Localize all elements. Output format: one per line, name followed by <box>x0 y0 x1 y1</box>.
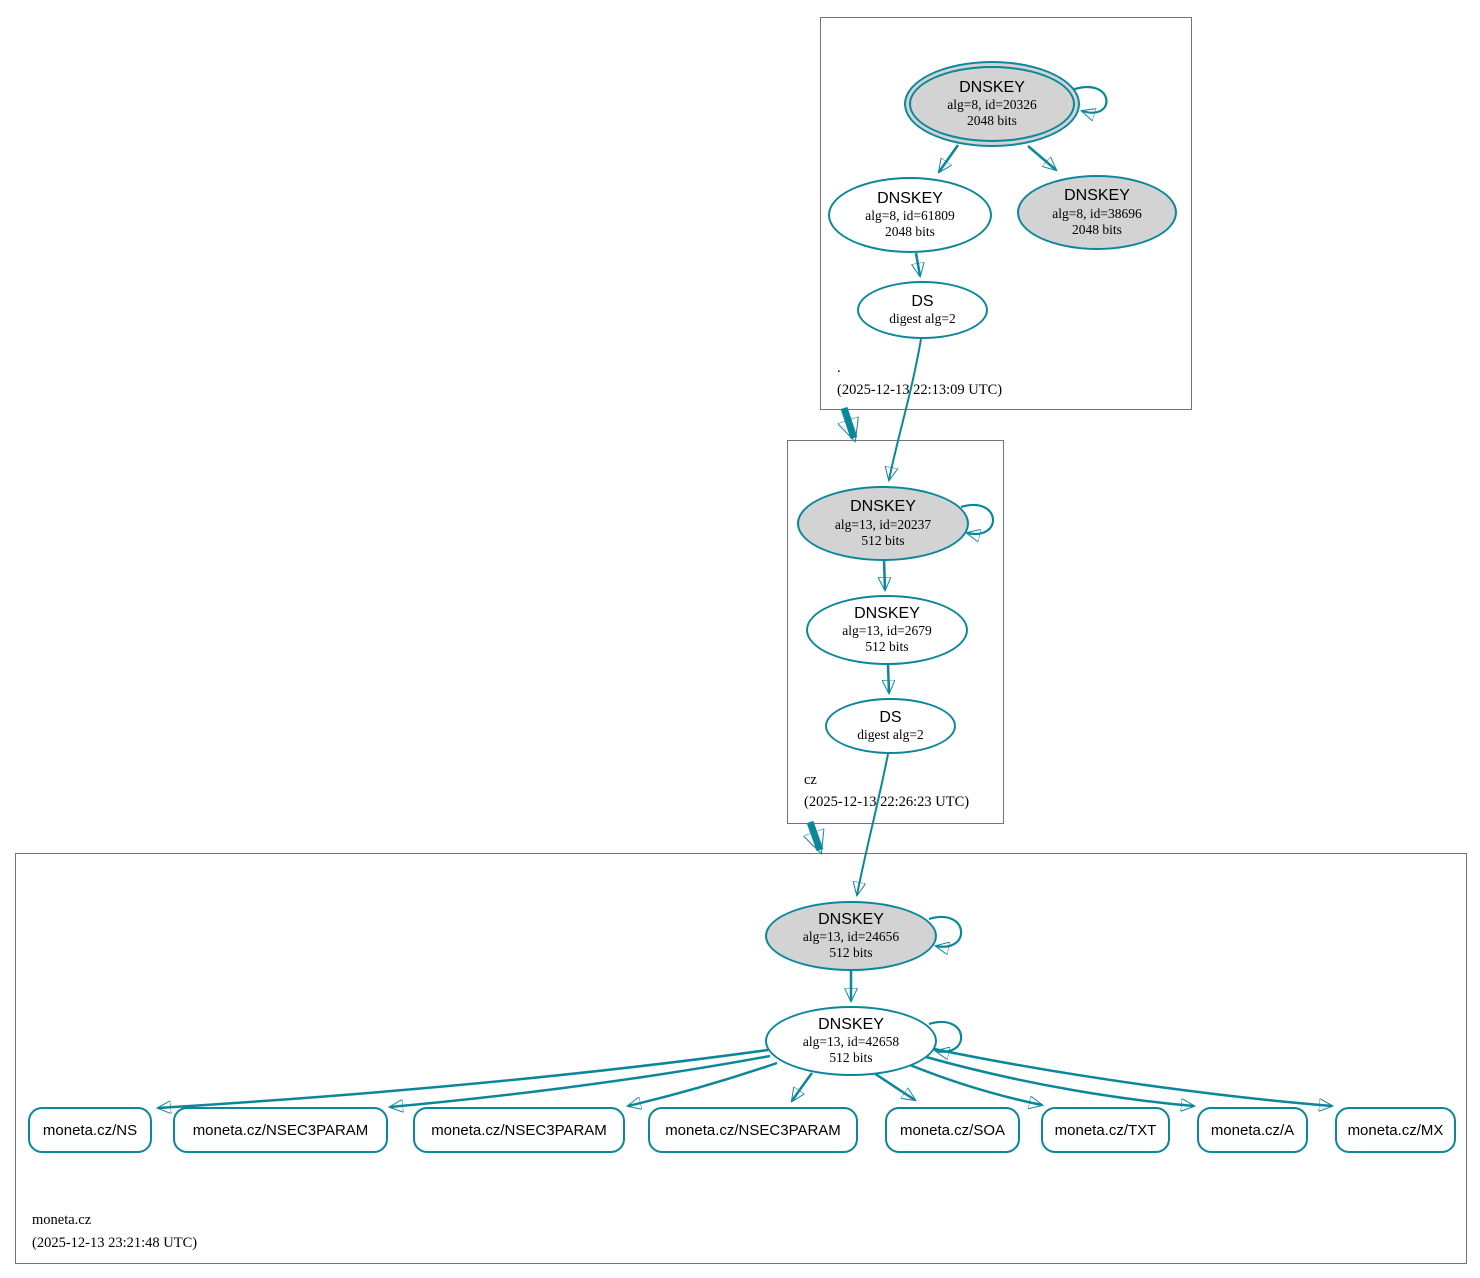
edge-group <box>158 86 1332 1108</box>
rrset-moneta-txt[interactable]: moneta.cz/TXT <box>1041 1107 1170 1153</box>
edge-delegation-root-to-cz <box>844 406 854 438</box>
zone-timestamp-root: (2025-12-13 22:13:09 UTC) <box>837 382 1003 398</box>
node-detail: digest alg=2 <box>857 727 924 743</box>
node-dnskey-moneta-ksk[interactable]: DNSKEY alg=13, id=24656 512 bits <box>765 901 937 971</box>
node-title: DNSKEY <box>877 189 943 207</box>
node-bits: 512 bits <box>829 945 873 961</box>
zone-label-moneta-cz: moneta.cz <box>32 1212 92 1228</box>
node-title: DNSKEY <box>1064 187 1130 205</box>
edge-zsk-to-nsec3param-2 <box>628 1061 778 1106</box>
rrset-moneta-ns[interactable]: moneta.cz/NS <box>28 1107 152 1153</box>
rrset-moneta-soa[interactable]: moneta.cz/SOA <box>885 1107 1020 1153</box>
node-title: DNSKEY <box>854 604 920 622</box>
edge-zsk-to-nsec3param-1 <box>390 1054 771 1107</box>
node-title: DNSKEY <box>818 1015 884 1033</box>
zone-label-root: . <box>837 360 841 376</box>
node-dnskey-root-standby[interactable]: DNSKEY alg=8, id=38696 2048 bits <box>1017 175 1177 250</box>
node-detail: alg=8, id=38696 <box>1052 205 1142 221</box>
node-ds-root[interactable]: DS digest alg=2 <box>857 281 988 339</box>
edge-zsk-to-ns <box>158 1048 769 1108</box>
node-ds-cz[interactable]: DS digest alg=2 <box>825 698 956 754</box>
rrset-moneta-nsec3param-1[interactable]: moneta.cz/NSEC3PARAM <box>173 1107 388 1153</box>
node-bits: 512 bits <box>865 639 909 655</box>
rrset-moneta-mx[interactable]: moneta.cz/MX <box>1335 1107 1456 1153</box>
edge-selfloop-moneta-ksk <box>928 916 963 947</box>
node-dnskey-cz-ksk[interactable]: DNSKEY alg=13, id=20237 512 bits <box>797 486 969 561</box>
edge-root-zsk-to-ds <box>916 252 920 276</box>
node-bits: 2048 bits <box>967 113 1017 129</box>
rrset-moneta-nsec3param-2[interactable]: moneta.cz/NSEC3PARAM <box>413 1107 625 1153</box>
node-title: DNSKEY <box>959 78 1025 96</box>
edge-cz-ksk-to-zsk <box>884 559 885 590</box>
edge-root-ksk-to-standby <box>1027 145 1056 170</box>
node-bits: 2048 bits <box>1072 221 1122 237</box>
zone-box-root: . (2025-12-13 22:13:09 UTC) <box>820 17 1192 410</box>
edge-zsk-to-mx <box>933 1047 1332 1106</box>
node-dnskey-root-ksk[interactable]: DNSKEY alg=8, id=20326 2048 bits <box>904 61 1080 147</box>
node-title: DNSKEY <box>850 498 916 516</box>
edge-root-ds-to-cz-ksk <box>889 338 922 480</box>
node-dnskey-moneta-zsk[interactable]: DNSKEY alg=13, id=42658 512 bits <box>765 1006 937 1076</box>
node-title: DS <box>879 708 902 726</box>
edge-selfloop-root-ksk <box>1071 86 1108 113</box>
node-detail: alg=8, id=20326 <box>947 97 1037 112</box>
edge-cz-zsk-to-ds <box>888 664 889 693</box>
zone-timestamp-cz: (2025-12-13 22:26:23 UTC) <box>804 794 970 810</box>
zone-label-cz: cz <box>804 772 817 788</box>
node-title: DNSKEY <box>818 910 884 928</box>
zone-timestamp-moneta-cz: (2025-12-13 23:21:48 UTC) <box>32 1235 198 1251</box>
edge-zsk-to-txt <box>909 1063 1042 1105</box>
edge-zsk-to-nsec3param-3 <box>792 1072 814 1101</box>
edge-root-ksk-to-zsk <box>939 144 960 172</box>
node-detail: alg=8, id=61809 <box>865 208 955 223</box>
edge-selfloop-cz-ksk <box>960 504 994 534</box>
node-title: DS <box>911 292 934 310</box>
node-bits: 2048 bits <box>885 224 935 240</box>
node-dnskey-root-zsk[interactable]: DNSKEY alg=8, id=61809 2048 bits <box>828 177 992 253</box>
rrset-moneta-nsec3param-3[interactable]: moneta.cz/NSEC3PARAM <box>648 1107 858 1153</box>
node-detail: digest alg=2 <box>889 311 956 327</box>
node-detail: alg=13, id=42658 <box>802 1034 900 1049</box>
rrset-moneta-a[interactable]: moneta.cz/A <box>1197 1107 1308 1153</box>
node-bits: 512 bits <box>861 532 905 548</box>
edge-zsk-to-a <box>925 1055 1194 1106</box>
node-detail: alg=13, id=2679 <box>842 623 932 638</box>
edge-delegation-cz-to-moneta <box>810 820 820 850</box>
node-detail: alg=13, id=20237 <box>834 516 932 532</box>
edge-cz-ds-to-moneta-ksk <box>857 753 889 895</box>
zone-box-cz: cz (2025-12-13 22:26:23 UTC) <box>787 440 1004 824</box>
node-detail: alg=13, id=24656 <box>802 929 900 944</box>
node-bits: 512 bits <box>829 1050 873 1066</box>
edge-zsk-to-soa <box>873 1071 915 1100</box>
node-dnskey-cz-zsk[interactable]: DNSKEY alg=13, id=2679 512 bits <box>806 595 968 665</box>
zone-box-moneta-cz: moneta.cz (2025-12-13 23:21:48 UTC) <box>15 853 1467 1264</box>
